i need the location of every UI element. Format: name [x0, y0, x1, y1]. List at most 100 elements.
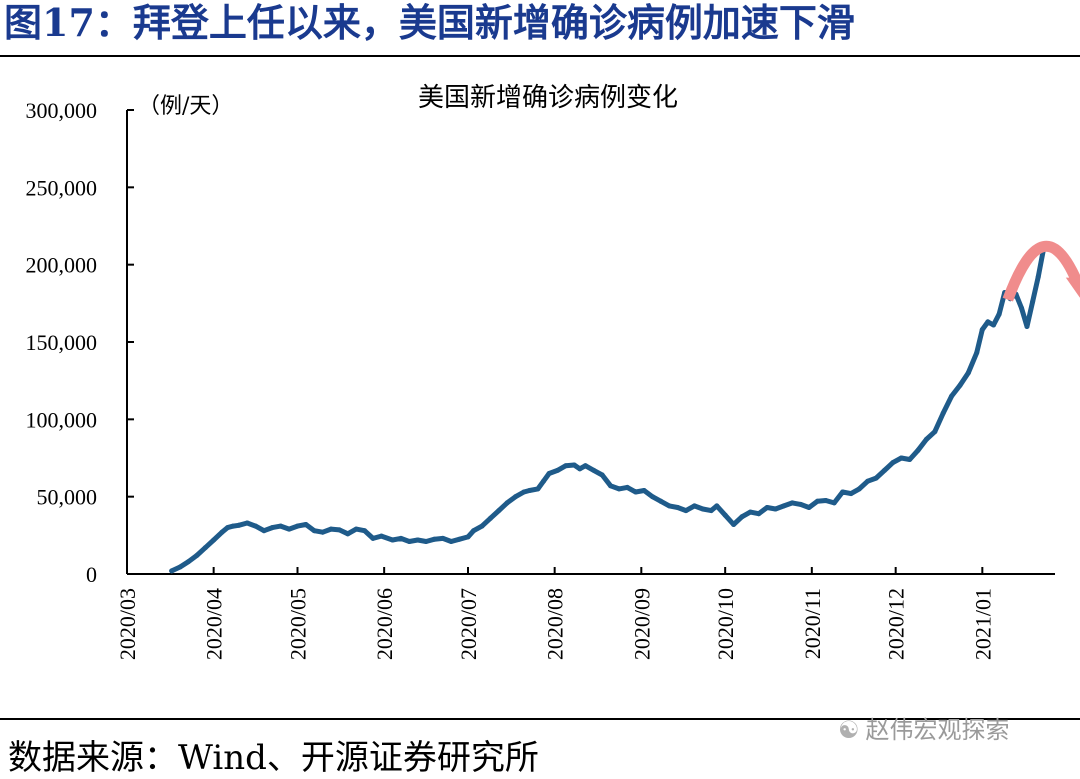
data-point — [186, 559, 191, 565]
data-point — [996, 311, 1002, 317]
data-point — [194, 552, 200, 558]
data-point — [722, 512, 728, 518]
data-point — [708, 508, 714, 514]
data-point — [370, 535, 376, 541]
data-point — [269, 525, 275, 531]
y-tick-label: 0 — [86, 562, 97, 587]
y-tick-label: 250,000 — [26, 175, 98, 200]
data-point — [633, 489, 639, 495]
data-point — [756, 511, 762, 517]
data-point — [714, 503, 720, 509]
data-point — [985, 319, 991, 325]
data-point — [890, 460, 896, 466]
data-point — [616, 486, 622, 492]
data-point — [479, 523, 485, 529]
data-point — [965, 370, 971, 376]
data-point — [541, 478, 546, 484]
data-point — [957, 382, 963, 388]
arrow-body — [1002, 240, 1080, 302]
data-point — [582, 463, 588, 469]
data-point — [513, 494, 518, 500]
x-tick-label: 2020/11 — [800, 588, 825, 659]
data-point — [823, 498, 829, 503]
data-point — [831, 500, 837, 506]
data-point — [979, 327, 985, 333]
data-point — [535, 486, 541, 492]
data-point — [1030, 299, 1036, 305]
data-point — [415, 537, 421, 543]
data-point — [848, 491, 854, 497]
data-point — [320, 529, 326, 535]
data-point — [311, 528, 317, 534]
data-point — [781, 503, 787, 509]
data-point — [230, 523, 236, 529]
y-tick-label: 50,000 — [37, 485, 98, 510]
data-point — [683, 508, 689, 514]
data-point — [974, 350, 980, 356]
chart-axes — [126, 110, 1055, 575]
data-point — [278, 523, 284, 529]
data-point — [202, 545, 208, 551]
chart-title: 美国新增确诊病例变化 — [418, 83, 678, 113]
data-point — [608, 483, 614, 489]
data-point — [555, 467, 560, 473]
arrow-head — [1065, 277, 1080, 298]
data-point — [496, 508, 502, 514]
data-point — [345, 531, 351, 537]
data-point — [398, 535, 404, 541]
data-point — [798, 501, 804, 507]
x-tick-label: 2020/08 — [543, 588, 568, 660]
data-point — [773, 506, 778, 512]
data-point — [457, 536, 463, 542]
data-point — [169, 568, 175, 574]
data-point — [666, 503, 672, 509]
data-point — [527, 488, 532, 493]
x-tick-label: 2020/10 — [713, 588, 738, 660]
data-point — [932, 429, 938, 435]
x-tick-label: 2020/09 — [629, 588, 654, 660]
data-point — [577, 466, 583, 472]
data-point — [406, 539, 412, 544]
data-point — [225, 525, 231, 531]
data-point — [211, 537, 217, 543]
data-point — [1019, 305, 1024, 311]
title-rule — [0, 55, 1080, 57]
line-chart: 0 50,000 100,000 150,000 200,000 250,000 300,0… — [26, 83, 1080, 660]
x-tick-label: 2020/05 — [286, 588, 311, 660]
x-axis-ticks: 2020/03 2020/04 2020/05 2020/06 2020/07 2020/… — [115, 567, 995, 660]
data-point — [546, 471, 552, 476]
data-point — [471, 528, 477, 534]
data-point — [949, 393, 955, 399]
x-tick-label: 2020/03 — [115, 588, 140, 660]
x-tick-label: 2020/12 — [884, 588, 909, 660]
y-axis-ticks: 0 50,000 100,000 150,000 200,000 250,000 300,0… — [26, 98, 134, 587]
data-point — [571, 462, 577, 468]
data-point — [423, 539, 429, 544]
data-point — [747, 509, 753, 515]
series-points — [169, 245, 1047, 574]
data-point — [873, 475, 879, 481]
data-point — [650, 494, 655, 500]
data-point — [789, 500, 795, 506]
y-unit-label: （例/天） — [138, 94, 233, 119]
data-point — [691, 503, 697, 509]
data-point — [448, 539, 454, 544]
data-point — [907, 457, 913, 462]
data-point — [806, 505, 812, 510]
data-point — [739, 514, 745, 520]
data-point — [378, 533, 384, 539]
data-point — [286, 526, 292, 532]
data-point — [591, 467, 597, 473]
data-point — [563, 463, 569, 469]
data-point — [1024, 324, 1030, 329]
data-point — [440, 535, 446, 541]
y-tick-label: 100,000 — [26, 407, 98, 432]
data-point — [814, 498, 820, 504]
wechat-icon: ☯ — [838, 716, 860, 744]
data-point — [353, 526, 359, 532]
data-point — [624, 484, 630, 490]
data-point — [991, 322, 996, 328]
data-point — [219, 529, 225, 535]
decline-arrow-icon — [1002, 240, 1080, 302]
data-point — [504, 500, 510, 506]
